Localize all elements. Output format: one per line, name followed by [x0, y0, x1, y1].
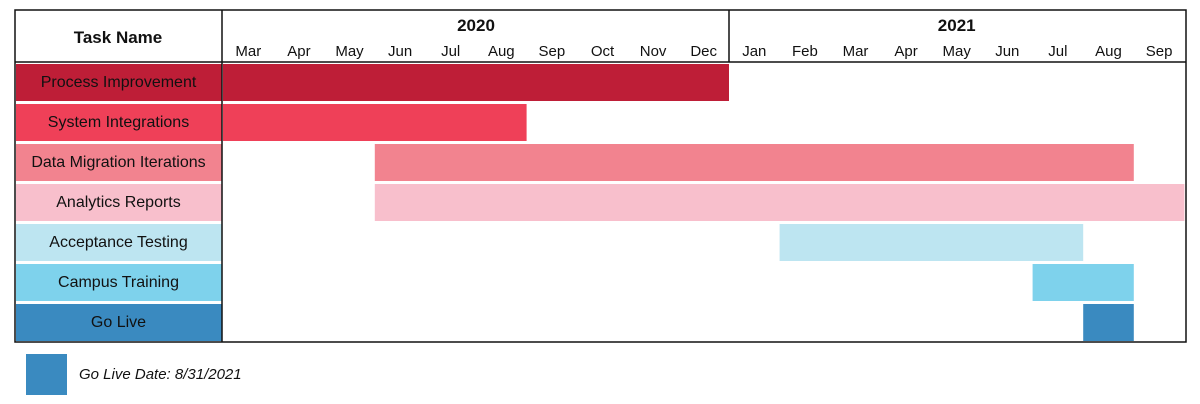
month-label: Nov: [640, 43, 667, 60]
task-label: System Integrations: [48, 114, 189, 131]
legend-swatch: [26, 353, 67, 395]
month-label: Jul: [441, 43, 460, 60]
task-label-cell: [16, 144, 222, 181]
task-bar: [374, 184, 1185, 221]
task-label: Acceptance Testing: [49, 234, 187, 251]
month-label: Sep: [539, 43, 566, 60]
task-bar: [1083, 304, 1134, 341]
task-bar: [223, 104, 527, 141]
chart-frame: [14, 9, 1187, 343]
task-name-header: Task Name: [74, 28, 163, 47]
task-label: Analytics Reports: [56, 194, 181, 211]
task-label-cell: [16, 304, 222, 341]
task-label-cell: [16, 224, 222, 261]
month-label: May: [943, 43, 972, 60]
month-label: Jun: [995, 43, 1019, 60]
month-label: Apr: [894, 43, 917, 60]
legend-text: Go Live Date: 8/31/2021: [79, 365, 242, 383]
month-label: Aug: [488, 43, 515, 60]
month-label: Sep: [1146, 43, 1173, 60]
task-label: Go Live: [91, 314, 146, 331]
task-bar: [374, 144, 1134, 181]
month-label: Jul: [1048, 43, 1067, 60]
task-label: Process Improvement: [41, 74, 197, 91]
legend: Go Live Date: 8/31/2021: [26, 353, 242, 395]
month-label: Oct: [591, 43, 615, 60]
gantt-chart: Process Improvement System Integrations Da…: [14, 9, 1187, 343]
task-label: Data Migration Iterations: [31, 154, 205, 171]
month-label: Aug: [1095, 43, 1122, 60]
month-label: Mar: [843, 43, 869, 60]
task-bar: [223, 64, 729, 101]
task-label: Campus Training: [58, 274, 179, 291]
month-label: Dec: [690, 43, 717, 60]
task-bar: [779, 224, 1084, 261]
timeline-header: Task Name 2020 2021 Mar Apr May Jun Jul Aug Sep O…: [74, 16, 1173, 60]
task-bar: [1032, 264, 1134, 301]
task-label-cell: [16, 104, 222, 141]
month-label: May: [335, 43, 364, 60]
year-label: 2021: [938, 16, 976, 35]
month-label: Jun: [388, 43, 412, 60]
task-label-cell: [16, 264, 222, 301]
task-bars: [223, 64, 1185, 341]
month-label: Mar: [235, 43, 261, 60]
month-label: Feb: [792, 43, 818, 60]
task-label-cell: [16, 64, 222, 101]
month-label: Jan: [742, 43, 766, 60]
year-label: 2020: [457, 16, 495, 35]
task-label-cell: [16, 184, 222, 221]
month-label: Apr: [287, 43, 310, 60]
table-borders: [14, 9, 1187, 343]
